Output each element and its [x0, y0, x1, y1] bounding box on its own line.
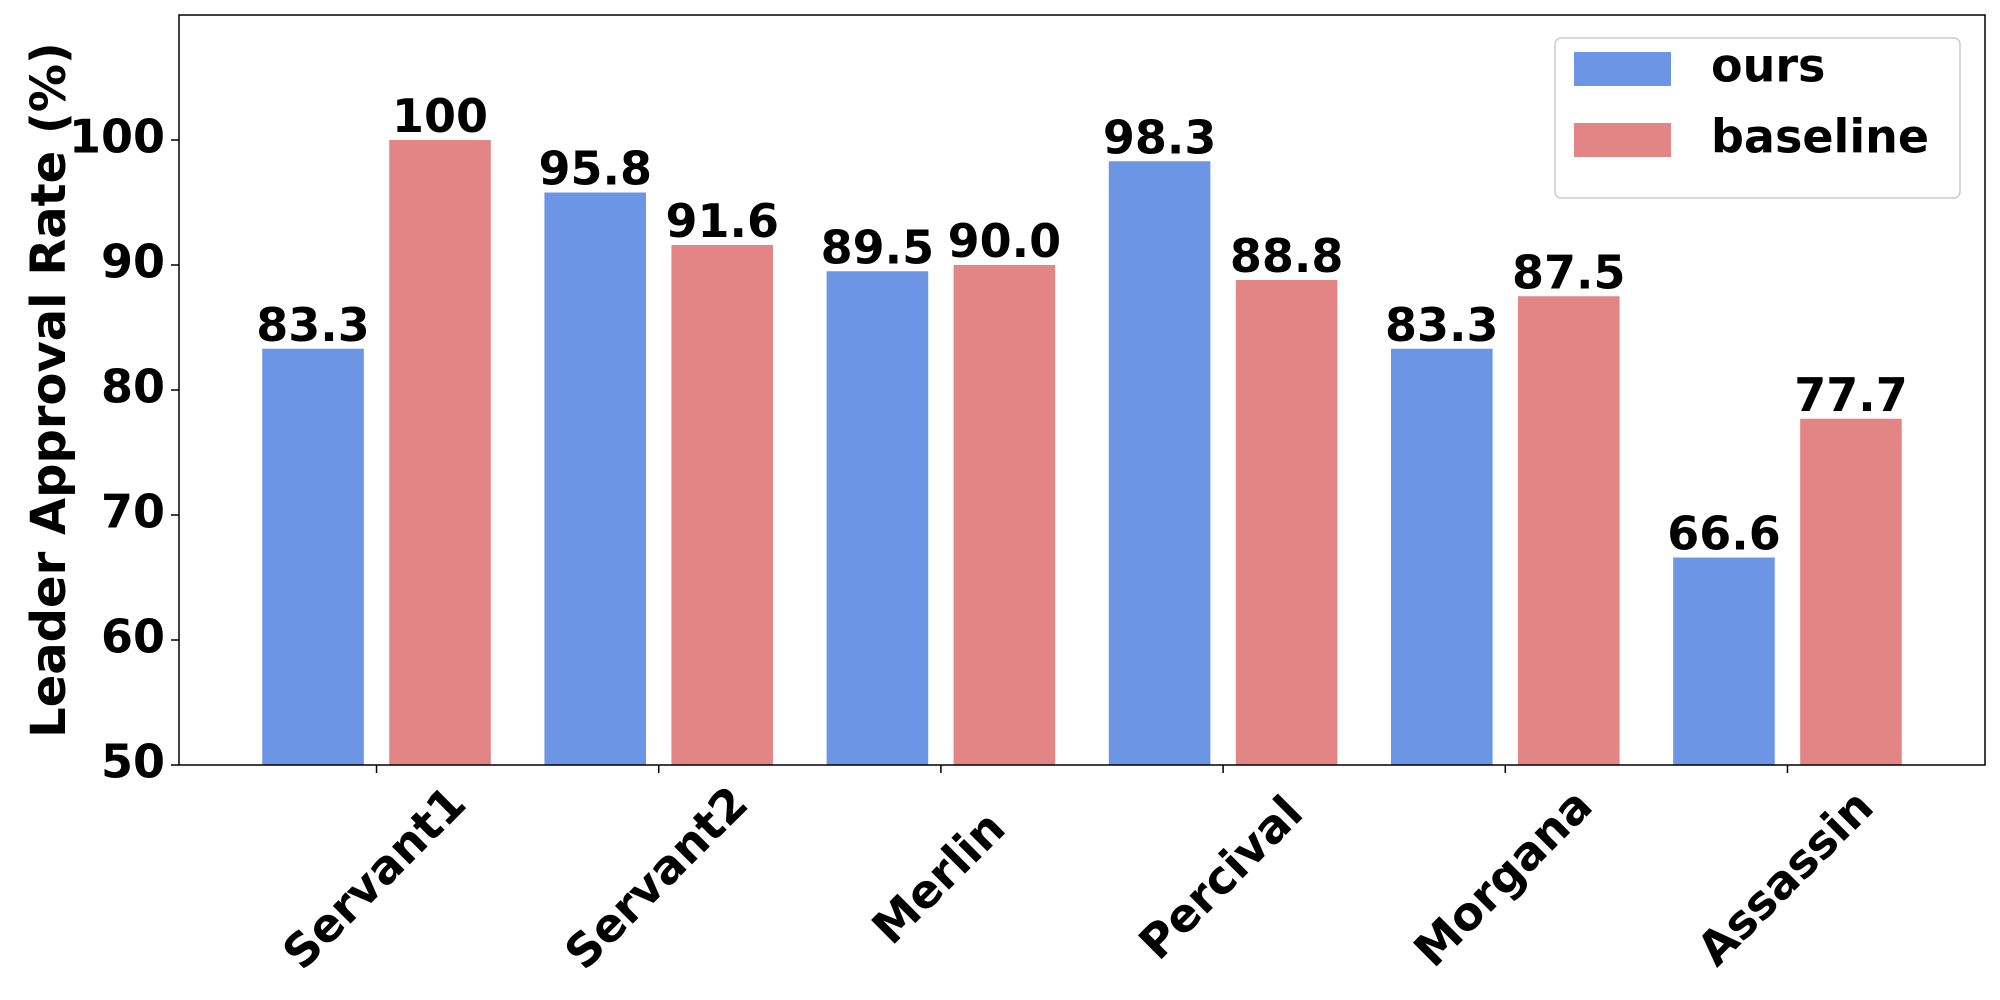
legend-label: ours [1711, 39, 1825, 93]
value-label: 100 [392, 89, 488, 143]
legend-swatch [1574, 123, 1671, 157]
y-tick-label: 50 [101, 735, 165, 789]
bar [1108, 161, 1211, 765]
x-tick-label: Merlin [861, 800, 1015, 954]
x-tick-label: Servant2 [554, 775, 758, 979]
value-label: 83.3 [1385, 298, 1499, 352]
bar [1390, 348, 1493, 765]
bar [1235, 280, 1338, 765]
y-axis-label: Leader Approval Rate (%) [21, 42, 77, 738]
y-tick-label: 80 [101, 360, 165, 414]
legend-label: baseline [1711, 110, 1929, 164]
x-tick-label: Percival [1128, 785, 1313, 970]
legend: ours baseline [1554, 37, 1961, 199]
bar [544, 192, 647, 765]
y-tick-label: 100 [69, 110, 165, 164]
bar [389, 140, 491, 765]
value-label: 89.5 [821, 220, 935, 274]
value-label: 90.0 [948, 214, 1062, 268]
value-label: 66.6 [1667, 507, 1781, 561]
value-label: 87.5 [1512, 245, 1626, 299]
value-label: 91.6 [665, 194, 779, 248]
bar [826, 271, 929, 765]
x-tick-label: Assassin [1686, 779, 1883, 976]
bar [953, 265, 1056, 765]
bar [1800, 418, 1902, 765]
bar [1673, 557, 1775, 765]
value-label: 83.3 [256, 298, 370, 352]
bar [1517, 296, 1620, 765]
x-tick-label: Servant1 [272, 775, 476, 979]
legend-swatch [1574, 52, 1671, 86]
value-label: 77.7 [1794, 368, 1908, 422]
y-tick-label: 60 [101, 610, 165, 664]
bar [671, 245, 774, 765]
value-label: 95.8 [538, 142, 652, 196]
y-tick-label: 70 [101, 485, 165, 539]
plot-frame [178, 14, 1986, 766]
value-label: 98.3 [1103, 110, 1217, 164]
x-tick-label: Morgana [1403, 778, 1602, 977]
y-tick-label: 90 [101, 235, 165, 289]
value-label: 88.8 [1230, 229, 1344, 283]
bar [262, 348, 364, 765]
